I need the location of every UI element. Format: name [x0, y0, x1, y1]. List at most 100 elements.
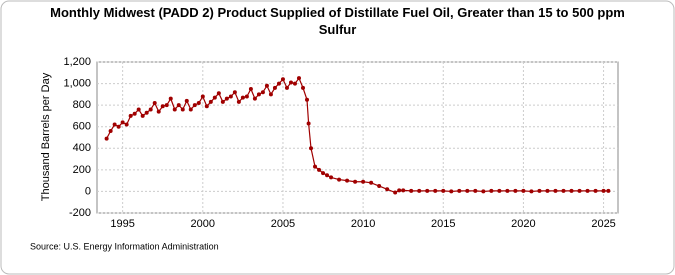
marker — [561, 188, 566, 193]
x-tick-label: 2015 — [431, 218, 455, 230]
marker — [116, 124, 121, 129]
marker — [276, 81, 281, 86]
marker — [260, 90, 265, 95]
marker — [481, 189, 486, 194]
marker — [465, 188, 470, 193]
marker — [128, 113, 133, 118]
marker — [457, 188, 462, 193]
marker — [353, 179, 358, 184]
marker — [112, 122, 117, 127]
marker — [489, 188, 494, 193]
marker — [156, 109, 161, 114]
marker — [606, 188, 611, 193]
marker — [280, 77, 285, 82]
marker — [577, 188, 582, 193]
marker — [104, 136, 109, 141]
marker — [449, 189, 454, 194]
marker — [216, 91, 221, 96]
marker — [268, 92, 273, 97]
marker — [337, 177, 342, 182]
x-tick-label: 2025 — [591, 218, 615, 230]
marker — [377, 184, 382, 189]
marker — [140, 113, 145, 118]
x-tick-label: 2020 — [511, 218, 535, 230]
marker — [309, 146, 314, 151]
marker — [325, 173, 330, 178]
marker — [124, 122, 129, 127]
marker — [192, 103, 197, 108]
x-tick-label: 2010 — [351, 218, 375, 230]
y-tick-label: 1,200 — [63, 56, 91, 68]
marker — [148, 107, 153, 112]
marker — [497, 188, 502, 193]
y-tick-label: 400 — [73, 142, 91, 154]
marker — [240, 95, 245, 100]
marker — [300, 85, 305, 90]
marker — [321, 171, 326, 176]
y-axis-label: Thousand Barrels per Day — [40, 72, 52, 201]
marker — [361, 179, 366, 184]
marker — [425, 188, 430, 193]
marker — [180, 107, 185, 112]
marker — [176, 103, 181, 108]
marker — [196, 100, 201, 105]
marker — [264, 83, 269, 88]
marker — [369, 180, 374, 185]
marker — [593, 188, 598, 193]
marker — [184, 98, 189, 103]
marker — [232, 90, 237, 95]
marker — [204, 104, 209, 109]
x-tick-label: 2005 — [271, 218, 295, 230]
marker — [553, 188, 558, 193]
marker — [288, 80, 293, 85]
y-tick-label: 600 — [73, 121, 91, 133]
marker — [401, 188, 406, 193]
marker — [292, 81, 297, 86]
marker — [168, 96, 173, 101]
marker — [108, 129, 113, 134]
plot-area — [96, 61, 619, 214]
marker — [585, 188, 590, 193]
marker — [200, 94, 205, 99]
marker — [220, 99, 225, 104]
y-tick-label: 1,000 — [63, 77, 91, 89]
marker — [505, 188, 510, 193]
marker — [545, 188, 550, 193]
source: Source: U.S. Energy Information Administ… — [30, 241, 219, 251]
y-tick-label: 800 — [73, 99, 91, 111]
chart-title: Monthly Midwest (PADD 2) Product Supplie… — [50, 5, 625, 37]
marker — [305, 97, 310, 102]
marker — [521, 188, 526, 193]
marker — [208, 99, 213, 104]
marker — [409, 188, 414, 193]
marker — [529, 189, 534, 194]
marker — [164, 103, 169, 108]
marker — [441, 188, 446, 193]
marker — [188, 107, 193, 112]
marker — [132, 111, 137, 116]
marker — [224, 96, 229, 101]
marker — [244, 94, 249, 99]
marker — [329, 175, 334, 180]
marker — [252, 96, 257, 101]
y-tick-label: 200 — [73, 164, 91, 176]
marker — [212, 95, 217, 100]
marker — [601, 188, 606, 193]
marker — [433, 188, 438, 193]
y-tick-label: 0 — [85, 185, 91, 197]
marker — [120, 120, 125, 125]
marker — [228, 94, 233, 99]
marker — [284, 85, 289, 90]
marker — [393, 190, 398, 195]
marker — [473, 188, 478, 193]
marker — [172, 107, 177, 112]
line — [106, 76, 609, 194]
y-tick-label: -200 — [69, 207, 91, 219]
marker — [144, 110, 149, 115]
marker — [397, 188, 402, 193]
marker — [513, 188, 518, 193]
marker — [152, 100, 157, 105]
marker — [306, 121, 311, 126]
